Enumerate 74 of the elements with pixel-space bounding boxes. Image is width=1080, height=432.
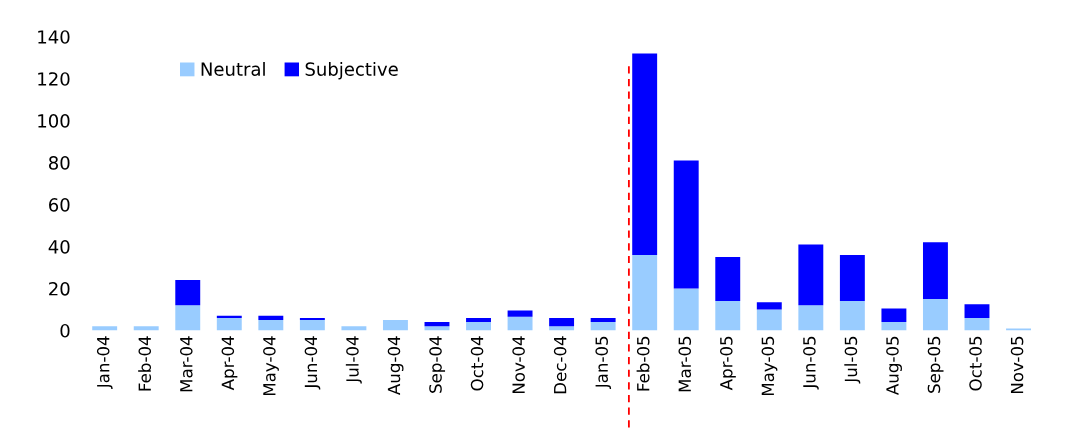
bar — [258, 315, 284, 320]
bar — [216, 315, 242, 318]
bar — [715, 301, 741, 331]
legend-label: Neutral — [201, 61, 265, 76]
bar — [922, 299, 948, 331]
y-tick-label: 100 — [38, 114, 70, 128]
bar — [839, 254, 865, 302]
bar — [424, 326, 450, 331]
y-tick-label: 120 — [38, 72, 70, 86]
bar — [424, 322, 450, 327]
bar — [922, 242, 948, 300]
y-tick-label: 60 — [49, 198, 70, 212]
x-tick-label: Jan-05 — [595, 336, 612, 390]
x-tick-label: May-04 — [263, 336, 279, 396]
bar — [92, 326, 118, 331]
bar — [549, 326, 575, 331]
x-tick-label: Oct-04 — [470, 336, 484, 391]
x-tick-label: Aug-04 — [387, 336, 404, 395]
y-tick-label: 20 — [49, 281, 70, 296]
y-tick-label: 80 — [48, 156, 70, 170]
x-tick-label: Sep-05 — [927, 336, 944, 393]
bar — [715, 257, 741, 302]
bar — [756, 302, 782, 310]
bar — [507, 316, 533, 331]
bar — [341, 326, 367, 331]
bar — [673, 288, 699, 331]
bar — [258, 319, 284, 331]
bar — [964, 304, 990, 318]
bar — [881, 308, 907, 323]
x-tick-label: Apr-04 — [221, 336, 238, 391]
bar — [299, 317, 325, 320]
legend-label: Subjective — [305, 61, 398, 80]
x-tick-label: Oct-05 — [969, 336, 982, 391]
x-tick-label: Mar-04 — [179, 336, 193, 392]
bar — [798, 244, 824, 306]
bar — [839, 301, 865, 331]
x-tick-label: Jun-04 — [304, 336, 321, 390]
bar — [673, 160, 699, 289]
bar — [466, 317, 491, 323]
bar — [507, 310, 533, 317]
y-tick-label: 140 — [38, 30, 70, 44]
y-tick-label: 0 — [60, 323, 70, 338]
x-tick-label: Nov-04 — [512, 336, 525, 394]
x-tick-label: May-05 — [761, 336, 778, 396]
bar — [299, 319, 325, 331]
x-tick-label: Dec-04 — [553, 336, 567, 394]
bar — [590, 322, 616, 331]
x-tick-label: Nov-05 — [1010, 336, 1024, 394]
bar — [756, 309, 782, 331]
bar — [632, 53, 658, 255]
y-tick-label: 40 — [48, 240, 70, 254]
bar — [964, 317, 990, 331]
x-tick-label: Mar-05 — [678, 336, 692, 392]
bar — [881, 322, 907, 331]
bar — [466, 322, 491, 331]
bar — [216, 317, 242, 331]
x-tick-label: Sep-04 — [429, 336, 446, 393]
bar — [590, 317, 616, 323]
bar — [1006, 328, 1031, 331]
x-tick-label: Jun-05 — [803, 336, 819, 390]
x-tick-label: Feb-04 — [138, 336, 152, 391]
bar — [175, 305, 201, 331]
bar — [632, 254, 658, 331]
bar — [382, 319, 408, 331]
bar — [549, 317, 575, 327]
x-tick-label: Jul-05 — [844, 336, 861, 384]
bar — [133, 326, 159, 331]
x-tick-label: Apr-05 — [719, 336, 736, 391]
x-tick-label: Jul-04 — [345, 336, 362, 384]
bar — [175, 280, 201, 306]
x-tick-label: Jan-04 — [96, 336, 113, 390]
x-tick-label: Feb-05 — [636, 336, 650, 391]
bar — [798, 305, 824, 331]
x-tick-label: Aug-05 — [886, 336, 902, 395]
